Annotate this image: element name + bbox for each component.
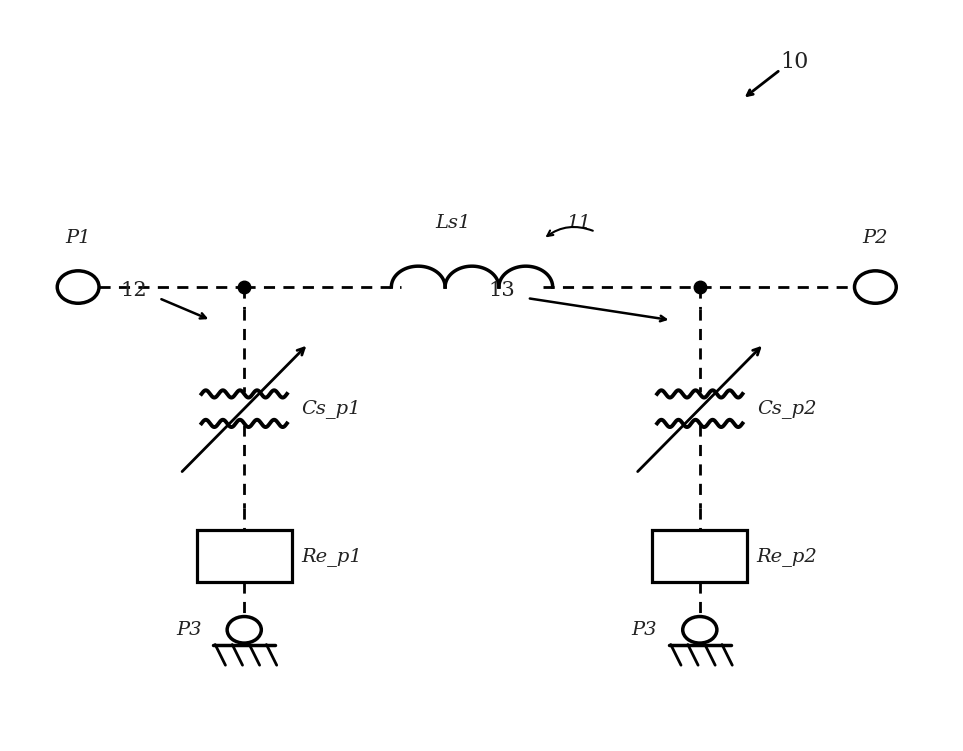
- Text: P1: P1: [65, 228, 91, 246]
- Text: P3: P3: [176, 621, 201, 639]
- Text: Re_p1: Re_p1: [301, 547, 362, 566]
- Bar: [652, 530, 747, 582]
- Text: 12: 12: [120, 281, 147, 300]
- Text: 10: 10: [781, 51, 809, 74]
- Text: 11: 11: [567, 214, 591, 232]
- Bar: [196, 530, 292, 582]
- Text: P2: P2: [863, 228, 888, 246]
- Text: Cs_p1: Cs_p1: [301, 400, 361, 418]
- Text: Ls1: Ls1: [435, 214, 471, 232]
- Text: Cs_p2: Cs_p2: [757, 400, 817, 418]
- Text: Re_p2: Re_p2: [757, 547, 818, 566]
- Text: 13: 13: [488, 281, 514, 300]
- Text: P3: P3: [632, 621, 657, 639]
